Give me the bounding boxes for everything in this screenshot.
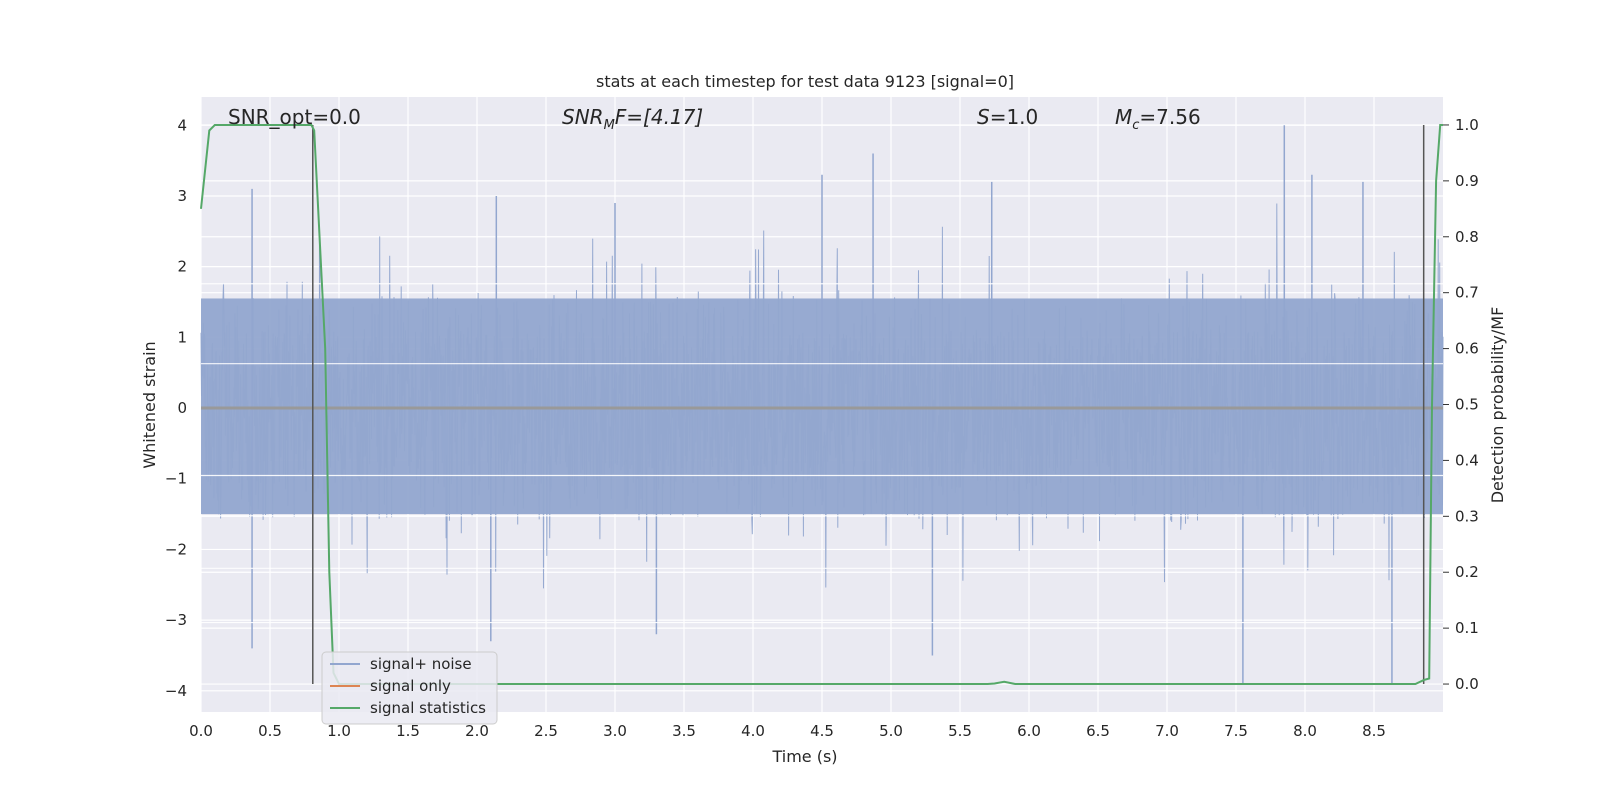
annotation-mc-symbol: M bbox=[1115, 105, 1132, 129]
y-right-tick-label: 0.4 bbox=[1455, 451, 1479, 469]
y-right-tick-label: 0.2 bbox=[1455, 563, 1479, 581]
series-signal-noise bbox=[200, 125, 1444, 684]
y-tick-label: 2 bbox=[177, 258, 187, 276]
y-tick-label: −2 bbox=[165, 540, 187, 558]
legend-label-signal-only: signal only bbox=[370, 677, 451, 695]
x-tick-label: 3.5 bbox=[672, 722, 696, 740]
annotation-mc-value: =7.56 bbox=[1139, 105, 1200, 129]
x-tick-label: 7.5 bbox=[1224, 722, 1248, 740]
annotation-snr-opt: SNR_opt=0.0 bbox=[228, 105, 361, 129]
annotation-snr-mf-base: SNR bbox=[562, 105, 604, 129]
y-tick-label: 0 bbox=[177, 399, 187, 417]
annotation-s-value: =1.0 bbox=[990, 105, 1039, 129]
legend-label-signal-noise: signal+ noise bbox=[370, 655, 472, 673]
y-right-tick-label: 0.3 bbox=[1455, 507, 1479, 525]
reference-lines bbox=[201, 283, 1443, 624]
annotation-snr-mf-rest: F=[4.17] bbox=[615, 105, 703, 129]
annotation-mc: Mc=7.56 bbox=[1115, 105, 1201, 133]
y-right-tick-label: 0.0 bbox=[1455, 675, 1479, 693]
y-right-tick-label: 0.8 bbox=[1455, 228, 1479, 246]
signal-statistics-line bbox=[200, 124, 1443, 685]
annotation-s: S=1.0 bbox=[977, 105, 1038, 129]
x-tick-labels: 0.0 0.5 1.0 1.5 2.0 2.5 3.0 3.5 4.0 4.5 5.0 5.5 6.0 6… bbox=[189, 722, 1386, 740]
x-tick-label: 0.5 bbox=[258, 722, 282, 740]
y-right-axis-label: Detection probability/MF bbox=[1488, 307, 1507, 504]
y-right-tick-label: 0.1 bbox=[1455, 619, 1479, 637]
series-signal-statistics bbox=[200, 124, 1443, 685]
x-tick-label: 8.0 bbox=[1293, 722, 1317, 740]
legend-box bbox=[321, 651, 498, 725]
y-right-tick-label: 0.7 bbox=[1455, 284, 1479, 302]
y-right-tick-labels: 1.0 0.9 0.8 0.7 0.6 0.5 0.4 0.3 0.2 0.1 0.0 bbox=[1443, 116, 1479, 693]
y-axis-label: Whitened strain bbox=[140, 341, 159, 468]
vertical-markers bbox=[312, 124, 1425, 685]
x-tick-label: 0.0 bbox=[189, 722, 213, 740]
y-right-tick-label: 0.5 bbox=[1455, 396, 1479, 414]
x-tick-label: 2.0 bbox=[465, 722, 489, 740]
y-right-tick-label: 1.0 bbox=[1455, 116, 1479, 134]
annotation-mc-sub: c bbox=[1132, 118, 1139, 133]
y-tick-label: 1 bbox=[177, 328, 187, 346]
y-right-tick-label: 0.9 bbox=[1455, 172, 1479, 190]
x-tick-label: 1.5 bbox=[396, 722, 420, 740]
y-tick-label: −3 bbox=[165, 611, 187, 629]
x-tick-label: 7.0 bbox=[1155, 722, 1179, 740]
y-tick-label: −1 bbox=[165, 470, 187, 488]
y-tick-labels: 4 3 2 1 0 −1 −2 −3 −4 bbox=[165, 116, 187, 700]
annotation-snr-mf-sub: M bbox=[604, 118, 615, 133]
x-tick-label: 6.5 bbox=[1086, 722, 1110, 740]
annotation-snr-mf: SNRMF=[4.17] bbox=[562, 105, 703, 133]
y-right-tick-label: 0.6 bbox=[1455, 340, 1479, 358]
x-tick-label: 8.5 bbox=[1362, 722, 1386, 740]
chart-title: stats at each timestep for test data 912… bbox=[596, 72, 1014, 91]
x-tick-label: 4.0 bbox=[741, 722, 765, 740]
legend-label-signal-statistics: signal statistics bbox=[370, 699, 486, 717]
legend: signal+ noise signal only signal statist… bbox=[321, 651, 498, 725]
x-tick-label: 5.0 bbox=[879, 722, 903, 740]
x-tick-label: 1.0 bbox=[327, 722, 351, 740]
x-tick-label: 4.5 bbox=[810, 722, 834, 740]
annotation-s-symbol: S bbox=[977, 105, 990, 129]
x-tick-label: 3.0 bbox=[603, 722, 627, 740]
y-tick-label: 4 bbox=[177, 116, 187, 134]
y-tick-label: −4 bbox=[165, 682, 187, 700]
x-tick-label: 6.0 bbox=[1017, 722, 1041, 740]
x-axis-label: Time (s) bbox=[771, 747, 837, 766]
y-tick-label: 3 bbox=[177, 187, 187, 205]
x-tick-label: 5.5 bbox=[948, 722, 972, 740]
x-tick-label: 2.5 bbox=[534, 722, 558, 740]
